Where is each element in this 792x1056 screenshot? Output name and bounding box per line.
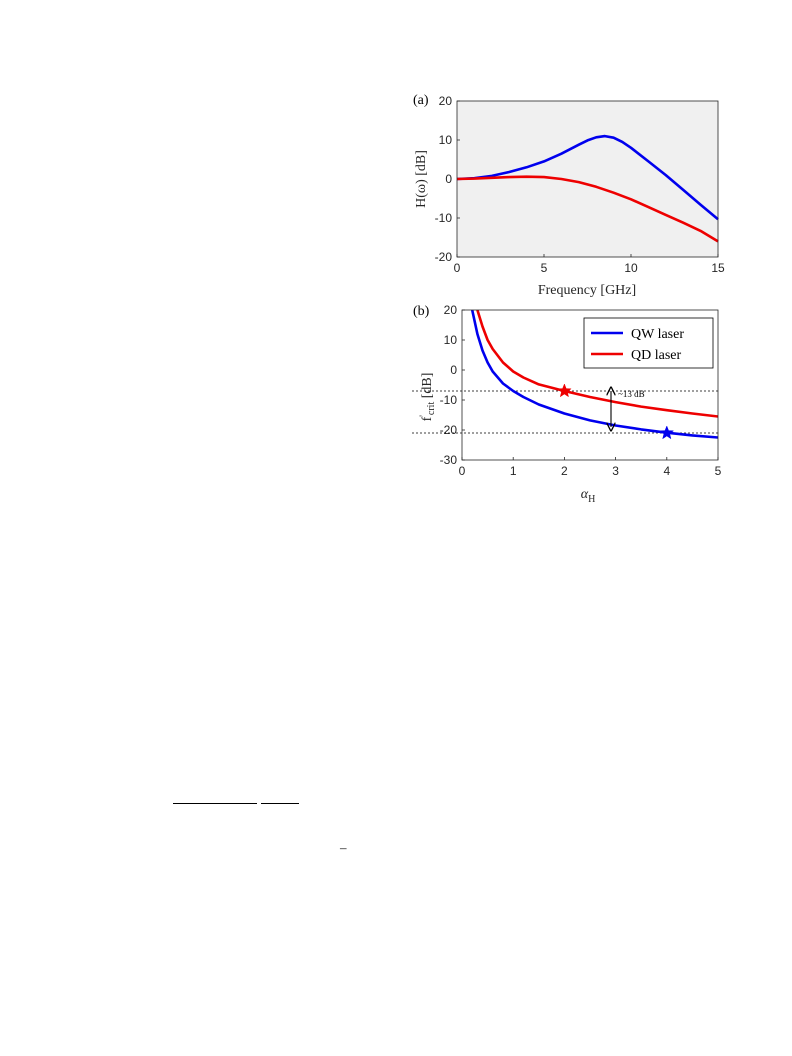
panel-b-ytick-label: -30	[440, 453, 458, 467]
panel-a-frame	[456, 100, 719, 258]
panel-a-xtick-label: 5	[541, 261, 548, 275]
panel-b-frame	[461, 309, 719, 461]
panel-a: (a) 0 5 10 15 -20 -10 0 10 20 Frequency [GHz] H(…	[413, 93, 725, 298]
panel-b-xtick-label: 2	[561, 464, 568, 478]
panel-a-ytick-label: 0	[445, 172, 452, 186]
legend-label-qd: QD laser	[631, 348, 681, 363]
panel-b-xtick-label: 4	[663, 464, 670, 478]
legend: QW laser QD laser	[583, 317, 714, 369]
panel-b-ytick-label: 20	[444, 303, 458, 317]
difference-annotation: ~13 dB	[618, 389, 645, 399]
panel-b-xtick-label: 1	[510, 464, 517, 478]
panel-b-xlabel: αH	[581, 487, 596, 505]
panel-b-series-qw-laser	[470, 310, 718, 439]
panel-b-xtick-label: 3	[612, 464, 619, 478]
horizontal-rule-1	[173, 803, 257, 804]
panel-b-ytick-label: 0	[450, 363, 457, 377]
panel-a-xtick-label: 10	[624, 261, 638, 275]
panel-a-ytick-label: -10	[435, 211, 453, 225]
panel-b-ytick-label: 10	[444, 333, 458, 347]
panel-b-xtick-label: 0	[459, 464, 466, 478]
horizontal-rule-2	[261, 803, 299, 804]
panel-a-ytick-label: 20	[439, 94, 453, 108]
panel-a-series-line-1	[456, 134, 719, 221]
panel-b: (b) 0 1 2 3 4 5 -30 -20 -10 0 10 20 ~13 dB QW laser…	[412, 303, 722, 505]
panel-b-ytick-label: -10	[440, 393, 458, 407]
star-marker	[557, 383, 572, 398]
panel-b-label: (b)	[413, 304, 430, 319]
panel-a-xtick-label: 15	[711, 261, 725, 275]
panel-b-ytick-label: -20	[440, 423, 458, 437]
panel-a-plot-area	[457, 101, 718, 257]
legend-label-qw: QW laser	[631, 327, 684, 342]
panel-b-series-qd-laser	[476, 310, 718, 418]
panel-b-xtick-label: 5	[715, 464, 722, 478]
panel-a-xtick-label: 0	[454, 261, 461, 275]
stray-dash: –	[340, 840, 347, 855]
panel-b-ylabel: f'crit [dB]	[418, 373, 437, 422]
panel-a-ylabel: H(ω) [dB]	[414, 150, 429, 208]
legend-box	[583, 317, 714, 369]
panel-a-ytick-label: 10	[439, 133, 453, 147]
panel-a-xlabel: Frequency [GHz]	[538, 283, 636, 298]
panel-a-label: (a)	[413, 93, 429, 108]
panel-a-series-line-2	[456, 175, 719, 243]
star-marker	[659, 425, 675, 440]
panel-a-ytick-label: -20	[435, 250, 453, 264]
